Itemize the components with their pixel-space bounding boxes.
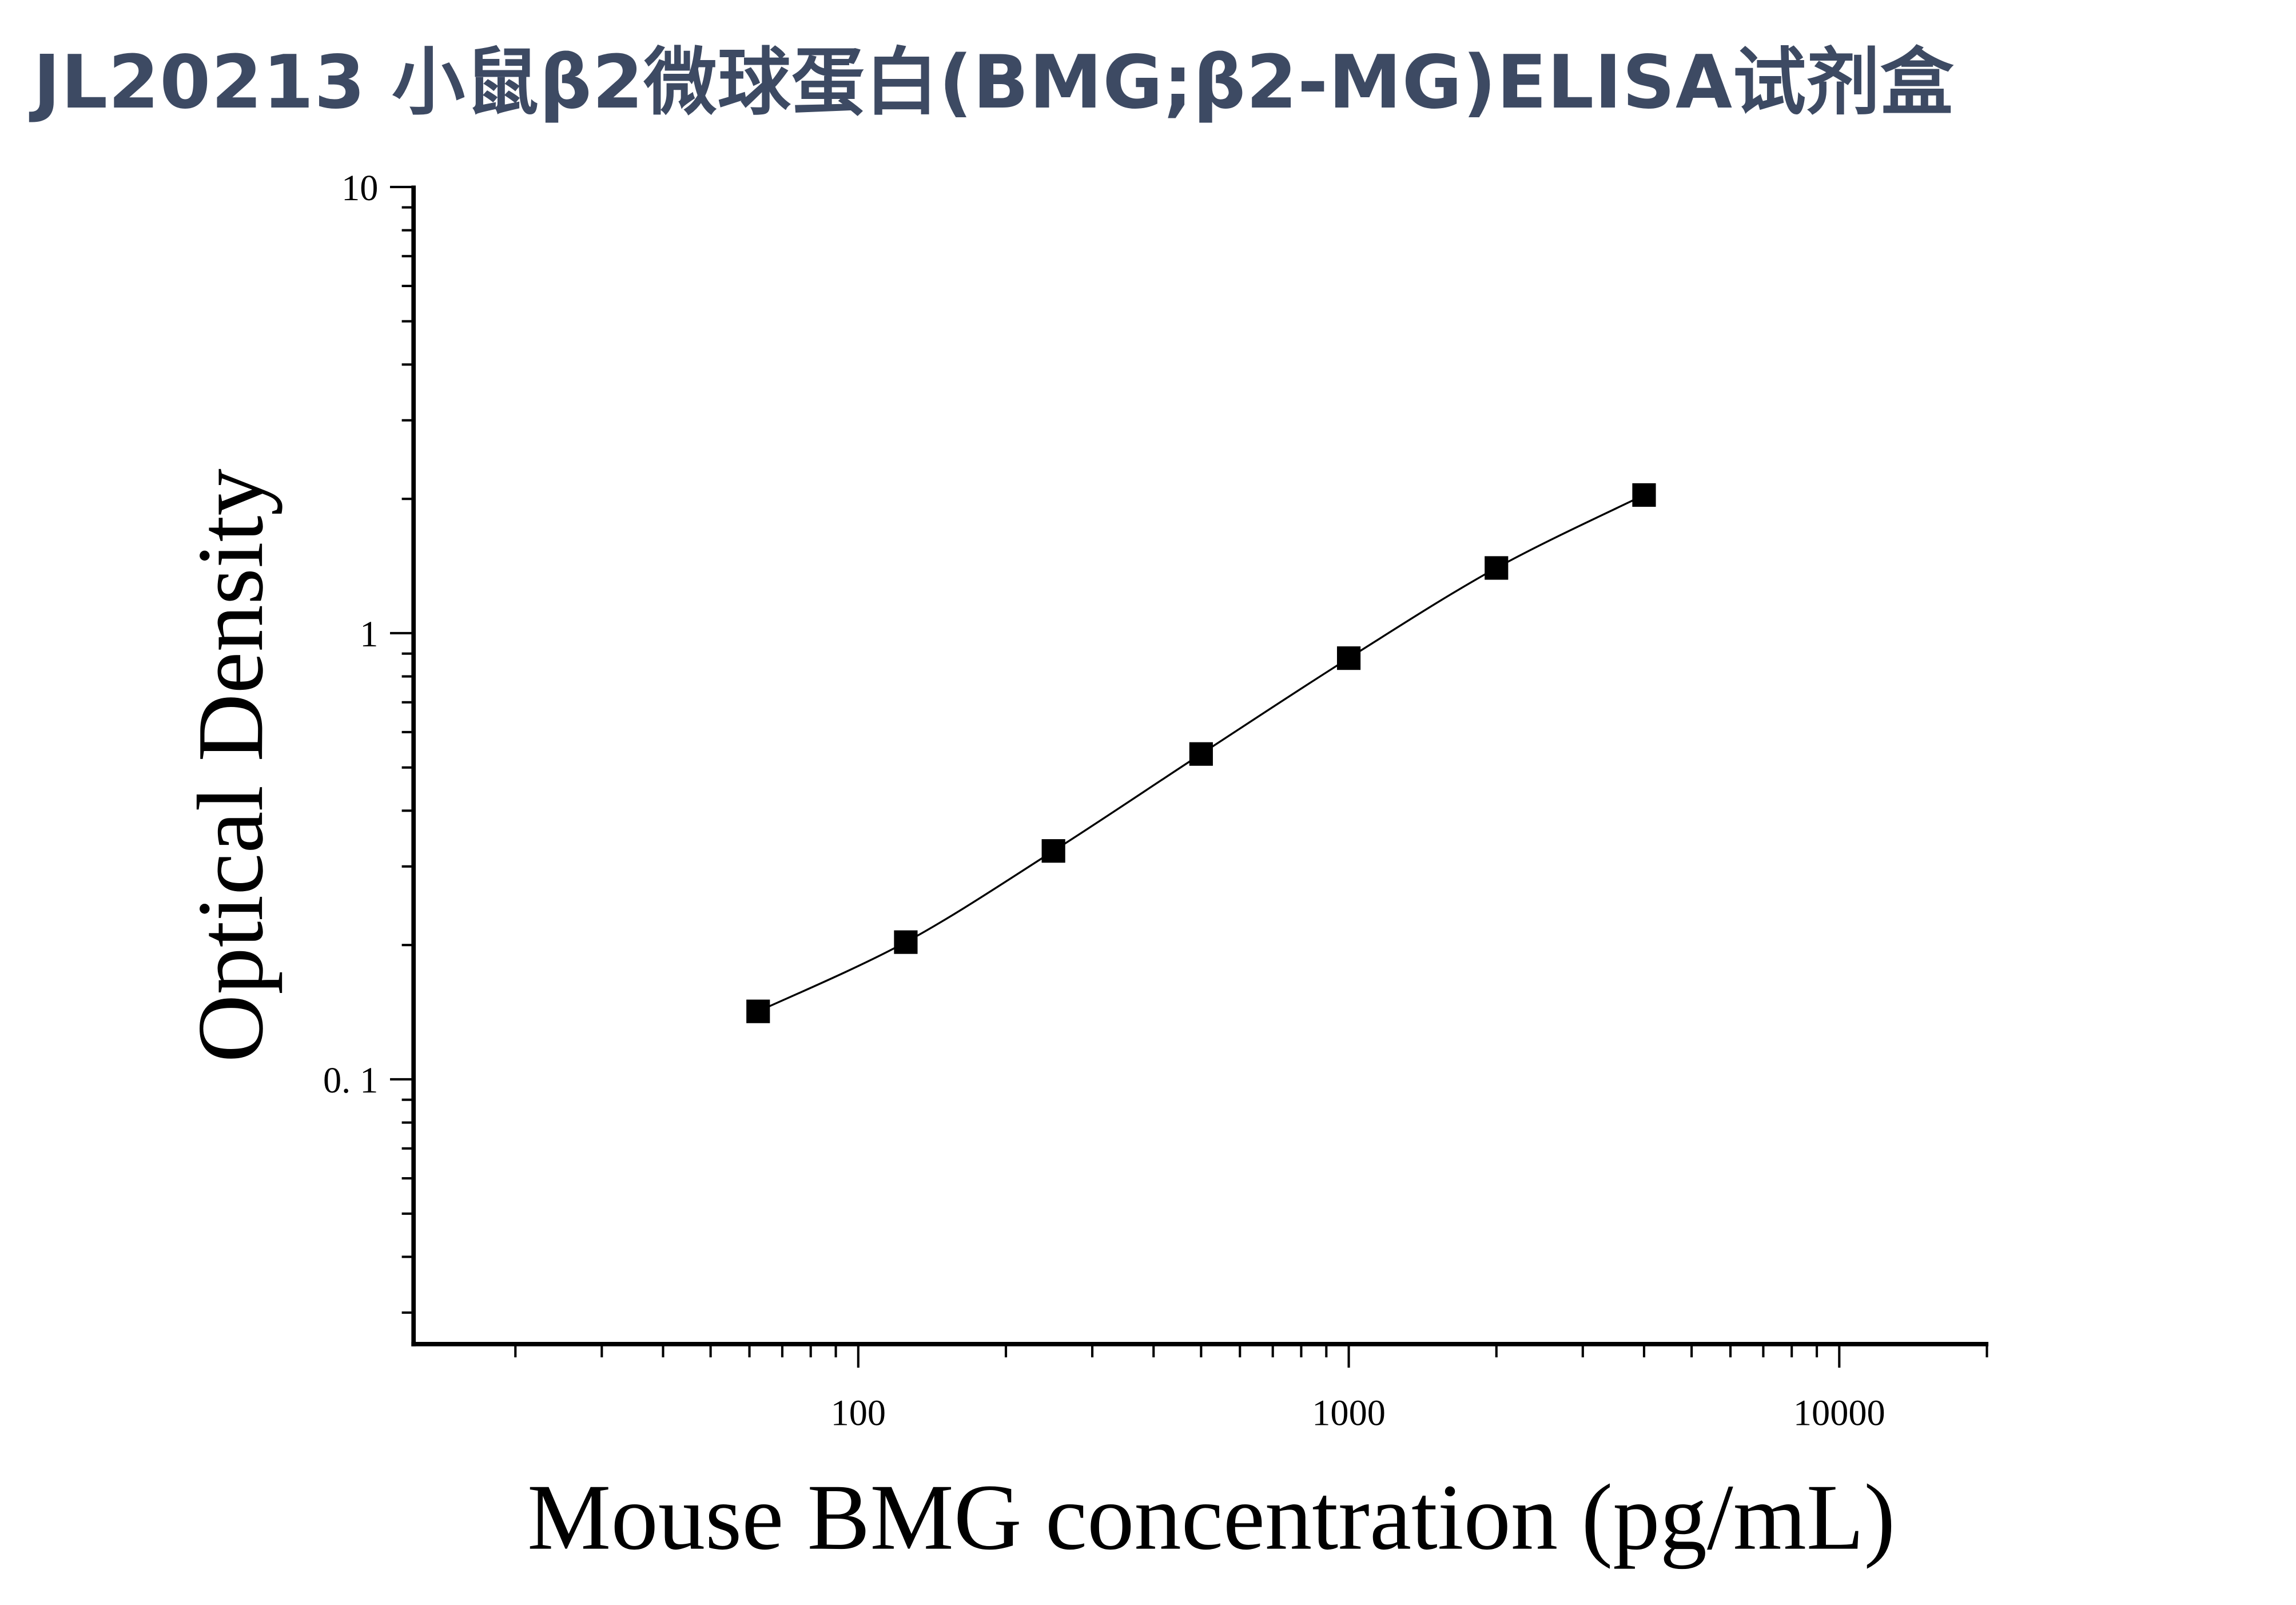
- data-point-marker: [1632, 483, 1656, 507]
- x-tick-label: 1000: [1312, 1392, 1386, 1433]
- data-point-marker: [746, 999, 770, 1023]
- axes: [411, 185, 1989, 1346]
- data-point-marker: [1041, 839, 1065, 863]
- y-tick-label: 0. 1: [323, 1060, 379, 1101]
- data-point-marker: [894, 930, 918, 954]
- x-tick-label: 10000: [1793, 1392, 1885, 1433]
- y-tick-label: 10: [341, 168, 378, 208]
- x-axis-title: Mouse BMG concentration (pg/mL): [527, 1465, 1895, 1570]
- y-tick-label: 1: [360, 614, 378, 654]
- data-point-marker: [1189, 742, 1213, 766]
- data-point-marker: [1336, 646, 1361, 670]
- data-point-marker: [1485, 556, 1509, 580]
- ticks: 100 1000 10000 0. 1 1 10: [323, 168, 1988, 1433]
- x-tick-label: 100: [831, 1392, 886, 1433]
- chart-title: JL20213 小鼠β2微球蛋白(BMG;β2-MG)ELISA试剂盒: [33, 40, 1955, 125]
- data-points: [746, 483, 1656, 1023]
- y-axis-title: Optical Density: [178, 468, 282, 1062]
